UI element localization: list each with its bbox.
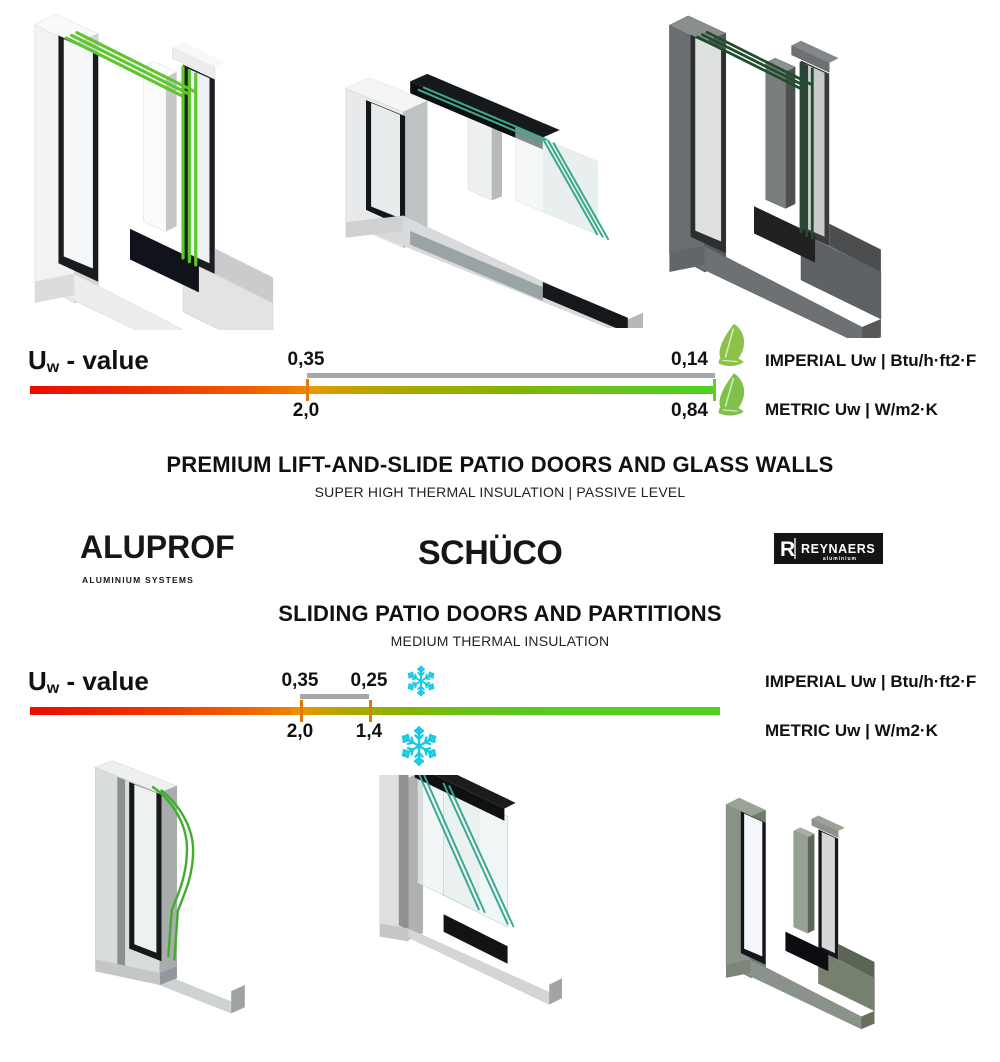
svg-text:aluminium: aluminium [823, 556, 857, 562]
svg-text:R: R [780, 538, 795, 561]
svg-text:REYNAERS: REYNAERS [801, 542, 875, 556]
svg-text:ALUPROF: ALUPROF [80, 530, 235, 565]
svg-text:SCHÜCO: SCHÜCO [418, 534, 562, 572]
